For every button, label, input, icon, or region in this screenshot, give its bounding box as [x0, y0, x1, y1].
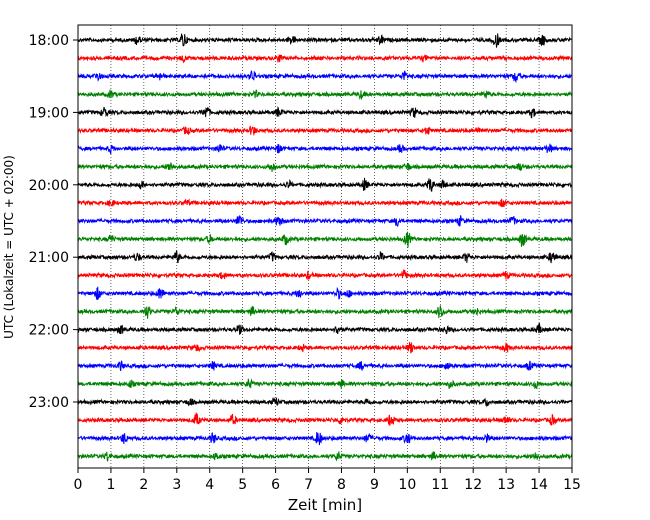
trace-line-1945 [77, 161, 573, 172]
x-tick-label: 6 [271, 477, 280, 493]
x-tick-label: 3 [172, 477, 181, 493]
x-tick-label: 11 [431, 477, 449, 493]
trace-layer [77, 33, 573, 462]
x-tick-label: 8 [337, 477, 346, 493]
trace-line-2300 [77, 397, 573, 408]
x-axis-title: Zeit [min] [288, 496, 362, 514]
grid-layer [110, 25, 540, 468]
y-tick-label: 20:00 [29, 178, 69, 194]
trace-line-1830 [77, 70, 573, 84]
trace-line-2000 [77, 177, 573, 192]
y-tick-label: 19:00 [29, 105, 69, 121]
trace-line-2215 [77, 341, 573, 354]
x-tick-label: 15 [563, 477, 581, 493]
x-tick-label: 10 [398, 477, 416, 493]
x-tick-label: 12 [464, 477, 482, 493]
trace-line-1845 [77, 89, 573, 100]
x-tick-label: 13 [497, 477, 515, 493]
trace-line-2145 [77, 305, 573, 319]
y-tick-label: 18:00 [29, 33, 69, 49]
trace-line-2130 [77, 286, 573, 300]
plot-frame [77, 24, 573, 469]
x-tick-label: 5 [238, 477, 247, 493]
x-tick-label: 9 [370, 477, 379, 493]
trace-line-2200 [77, 322, 573, 335]
y-tick-label: 21:00 [29, 250, 69, 266]
y-tick-label: 22:00 [29, 323, 69, 339]
trace-line-1900 [77, 106, 573, 119]
trace-line-2315 [77, 412, 573, 426]
x-tick-label: 0 [74, 477, 83, 493]
y-axis: 18:00 19:00 20:00 21:00 22:00 23:00 [29, 33, 78, 411]
trace-line-1800 [77, 33, 573, 48]
trace-line-2245 [77, 378, 573, 390]
y-tick-label: 23:00 [29, 395, 69, 411]
trace-line-2115 [77, 269, 573, 281]
trace-line-1915 [77, 125, 573, 137]
trace-line-2345 [77, 451, 573, 462]
trace-line-2330 [77, 432, 573, 446]
trace-line-2030 [77, 215, 573, 228]
x-tick-label: 4 [205, 477, 214, 493]
x-axis: 0 1 2 3 4 5 6 7 8 9 10 11 12 13 14 15 [74, 468, 581, 493]
trace-line-2100 [77, 250, 573, 264]
trace-line-2045 [77, 231, 573, 248]
trace-line-2015 [77, 198, 573, 208]
trace-line-2230 [77, 360, 573, 372]
x-tick-label: 2 [139, 477, 148, 493]
y-axis-title: UTC (Lokalzeit = UTC + 02:00) [2, 155, 16, 339]
trace-line-1930 [77, 143, 573, 155]
x-tick-label: 1 [106, 477, 115, 493]
x-tick-label: 14 [530, 477, 548, 493]
x-tick-label: 7 [304, 477, 313, 493]
trace-line-1815 [77, 54, 573, 64]
